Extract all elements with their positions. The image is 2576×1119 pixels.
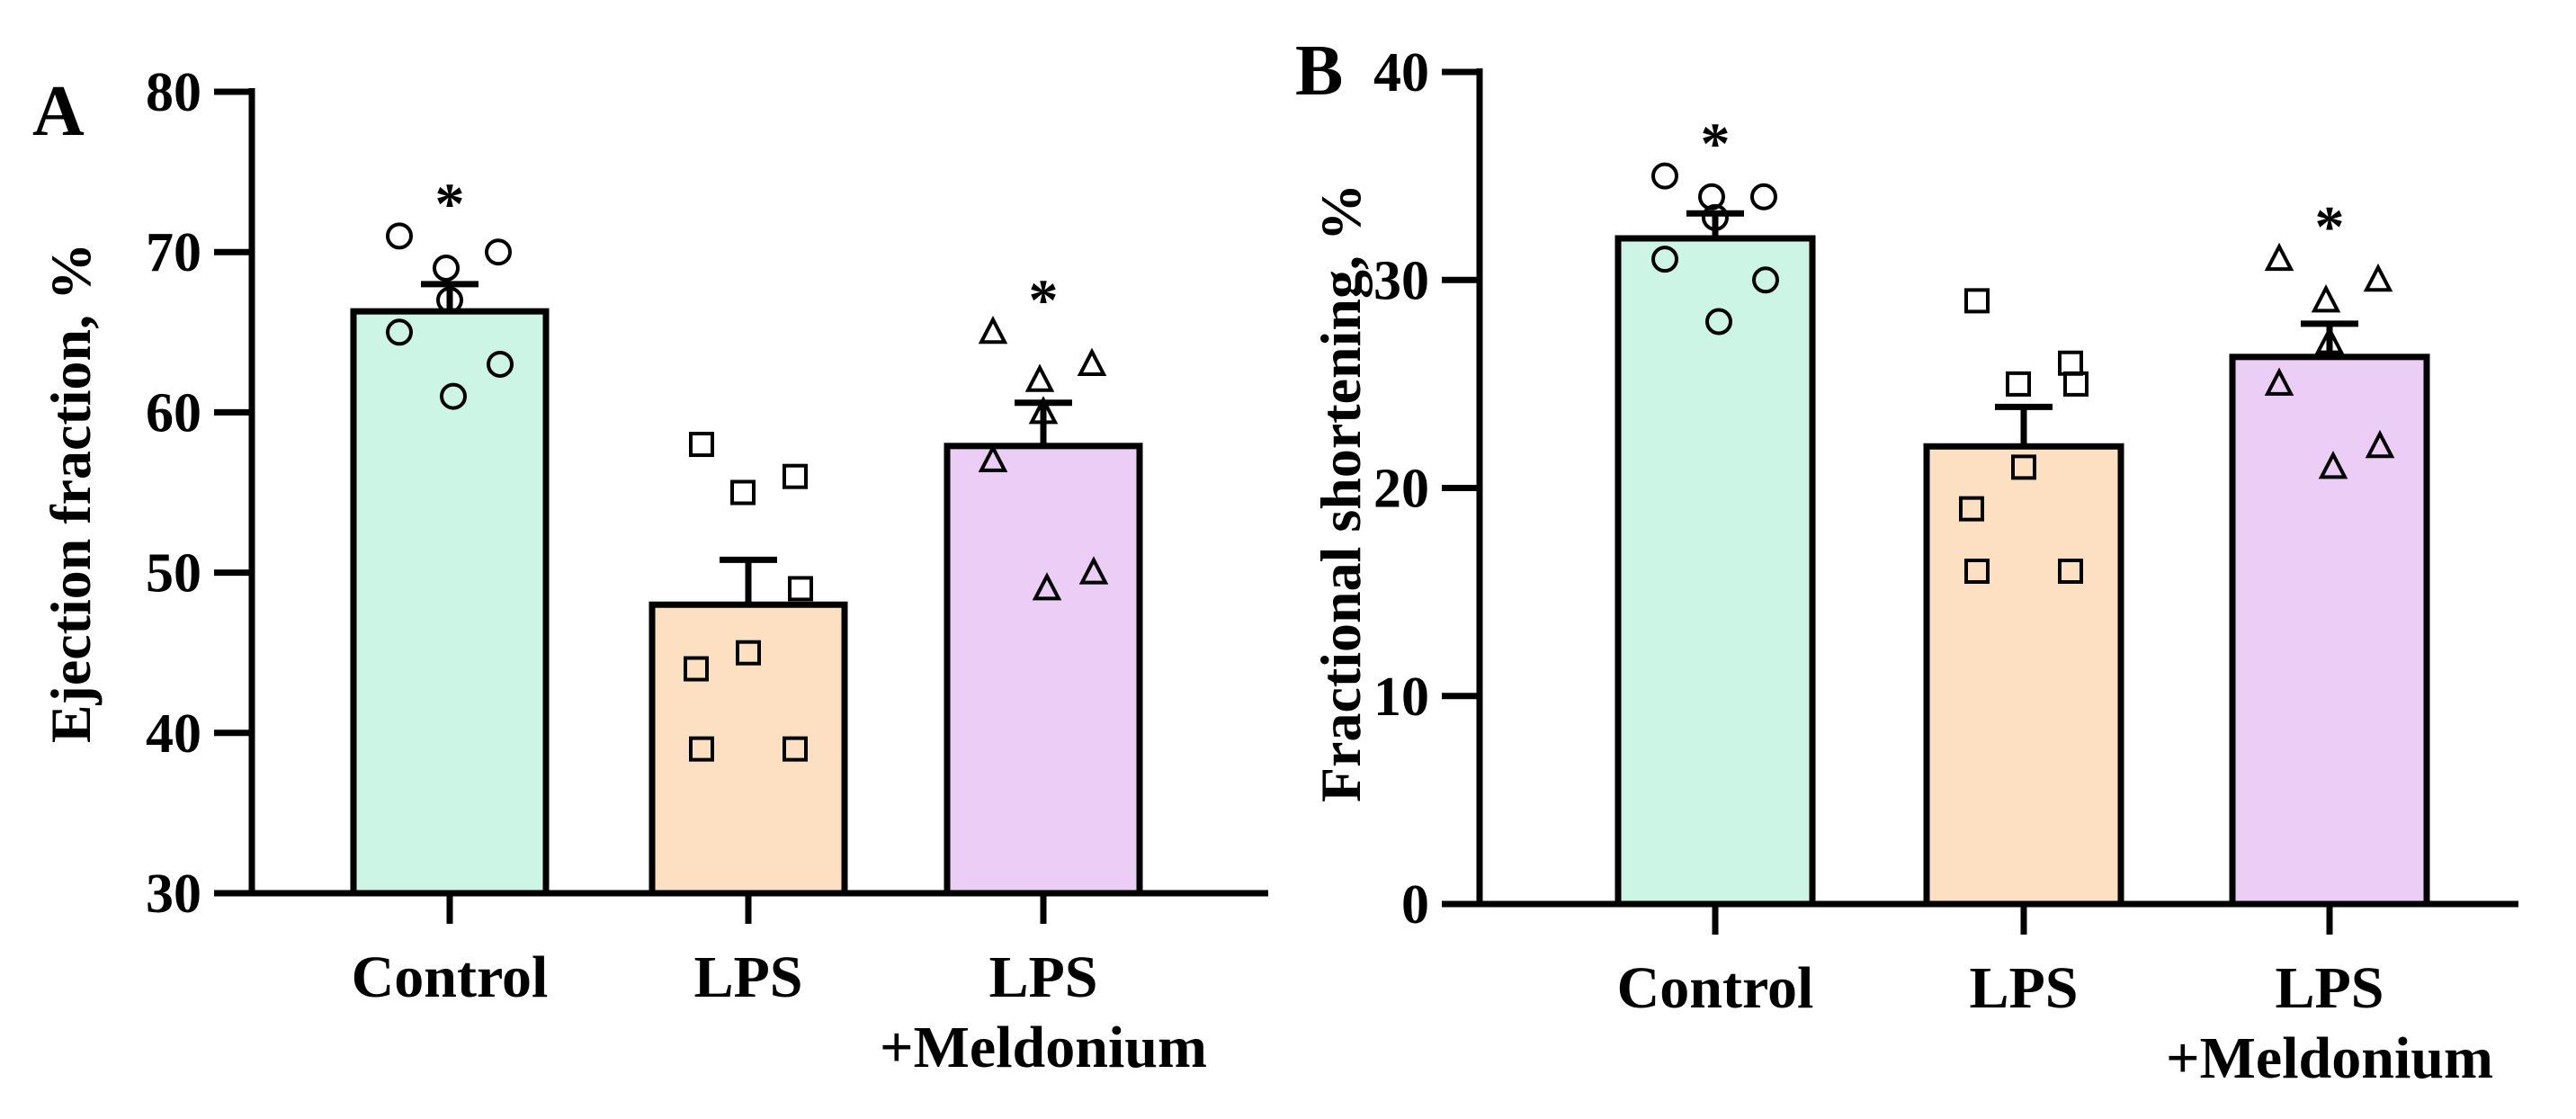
y-tick-label: 80 <box>146 62 201 123</box>
x-tick-label: LPS <box>693 944 802 1010</box>
data-point <box>1078 556 1109 585</box>
significance-marker: * <box>2315 194 2345 260</box>
y-tick-label: 50 <box>146 543 201 604</box>
data-point <box>1651 162 1678 190</box>
significance-marker: * <box>435 171 465 237</box>
y-tick-label: 40 <box>146 703 201 765</box>
y-tick-label: 70 <box>146 222 201 283</box>
data-point <box>2058 350 2083 376</box>
bar-1 <box>1923 443 2124 908</box>
data-point <box>2363 263 2393 292</box>
data-point <box>2264 367 2294 396</box>
data-point <box>978 443 1008 472</box>
bar-1 <box>648 601 848 897</box>
data-point <box>1959 496 1984 522</box>
y-tick-label: 20 <box>1373 459 1429 520</box>
data-point <box>1024 363 1055 392</box>
data-point <box>736 640 761 666</box>
data-point <box>2318 451 2348 479</box>
panel-a: A Ejection fraction, % * Control LPS * LPS +Mel… <box>32 62 1268 1080</box>
data-point <box>1032 572 1062 601</box>
panel-b: B Fractional shortening, % * Control LPS * LPS… <box>1295 31 2518 1091</box>
data-point <box>386 222 413 250</box>
data-point <box>1651 246 1678 273</box>
data-point <box>1705 308 1732 336</box>
y-tick-label: 0 <box>1401 874 1429 935</box>
data-point <box>487 350 514 378</box>
data-point <box>433 255 460 282</box>
y-tick-label: 60 <box>146 382 201 443</box>
data-point <box>1028 396 1059 425</box>
y-axis-title: Fractional shortening, % <box>1309 184 1373 802</box>
bar-2 <box>2229 354 2430 908</box>
data-point <box>1702 203 1729 231</box>
bar-0 <box>1614 235 1816 908</box>
y-tick-label: 10 <box>1373 667 1429 728</box>
data-point <box>2314 326 2345 354</box>
data-point <box>2264 242 2294 272</box>
x-tick-label: LPS +Meldonium <box>880 944 1207 1080</box>
data-point <box>1964 559 1990 584</box>
data-point <box>1698 183 1725 210</box>
data-point <box>689 736 714 762</box>
y-tick-label: 30 <box>146 864 201 925</box>
x-tick-label: Control <box>352 944 549 1010</box>
data-point <box>386 318 413 346</box>
data-point <box>2365 429 2395 459</box>
data-point <box>2063 371 2089 397</box>
data-point <box>783 463 808 489</box>
y-axis-title: Ejection fraction, % <box>39 243 103 743</box>
data-point <box>1077 347 1107 376</box>
data-point <box>788 576 813 602</box>
data-point <box>436 286 463 314</box>
y-tick-label: 30 <box>1373 250 1429 311</box>
significance-marker: * <box>1029 267 1059 333</box>
x-tick-label: LPS +Meldonium <box>2166 955 2493 1091</box>
data-point <box>1752 266 1779 294</box>
x-tick-label: LPS <box>1969 955 2078 1021</box>
panel-label: B <box>1295 31 1343 111</box>
data-point <box>978 315 1008 345</box>
data-point <box>1964 288 1990 314</box>
data-point <box>684 656 709 682</box>
panel-label: A <box>32 72 85 151</box>
data-point <box>1750 183 1777 210</box>
data-point <box>2011 454 2036 480</box>
data-point <box>440 382 467 410</box>
data-point <box>783 736 808 762</box>
data-point <box>485 238 512 266</box>
bar-0 <box>350 308 550 897</box>
data-point <box>2311 284 2341 313</box>
y-tick-label: 40 <box>1373 42 1429 103</box>
significance-marker: * <box>1701 112 1731 177</box>
data-point <box>689 432 714 458</box>
bar-2 <box>944 443 1143 897</box>
data-point <box>730 479 756 506</box>
data-point <box>2058 559 2083 584</box>
x-tick-label: Control <box>1617 955 1814 1021</box>
data-point <box>2006 371 2031 397</box>
